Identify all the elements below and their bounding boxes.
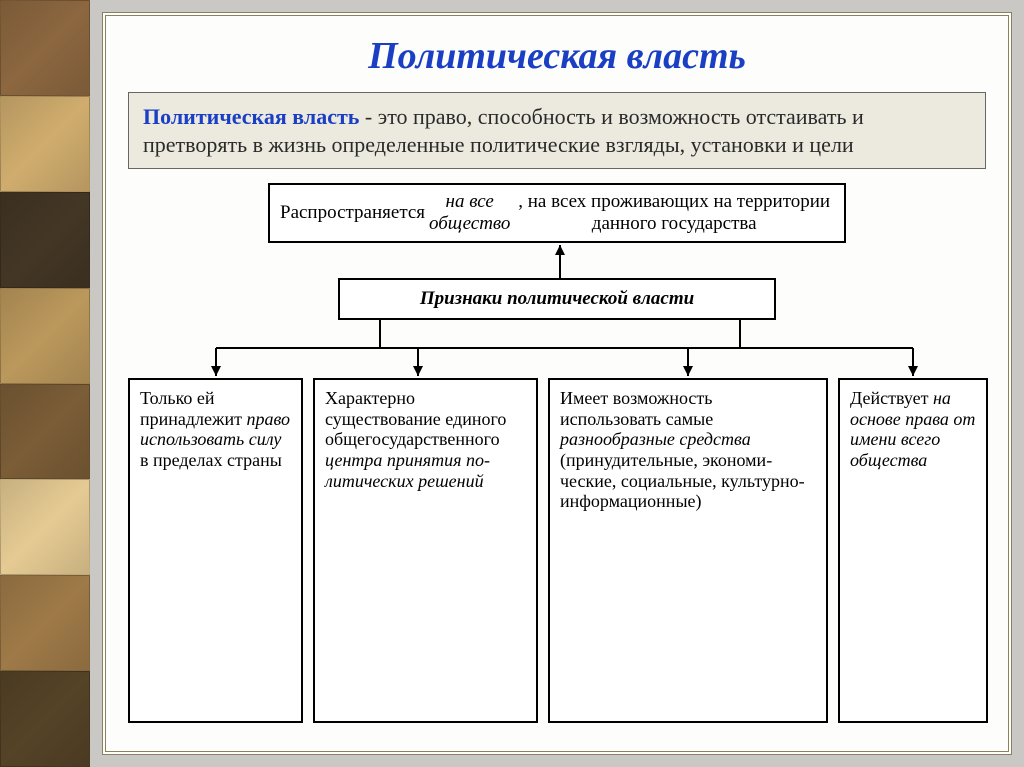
sidebar-tile — [0, 96, 90, 192]
diagram-leaf-box: Имеет возможность использовать самые раз… — [548, 378, 828, 723]
slide: Политическая власть Политическая власть … — [102, 12, 1012, 755]
definition-box: Политическая власть - это право, способн… — [128, 92, 986, 169]
definition-term: Политическая власть — [143, 104, 359, 129]
diagram-leaf-box: Действует на основе права от имени всего… — [838, 378, 988, 723]
diagram-leaf-box: Характерно существование единого обще­го… — [313, 378, 538, 723]
sidebar-tile — [0, 288, 90, 384]
sidebar-tile — [0, 384, 90, 480]
sidebar-tile — [0, 575, 90, 671]
diagram-mid-box: Признаки политической власти — [338, 278, 776, 320]
sidebar-tile — [0, 0, 90, 96]
diagram-leaf-box: Только ей принадле­жит право исполь­зо­в… — [128, 378, 303, 723]
slide-title: Политическая власть — [128, 34, 986, 78]
sidebar-tile — [0, 192, 90, 288]
slide-frame: Политическая власть Политическая власть … — [90, 0, 1024, 767]
sidebar-tile — [0, 671, 90, 767]
decorative-sidebar — [0, 0, 90, 767]
sidebar-tile — [0, 479, 90, 575]
diagram-top-box: Распространяется на все общество, на все… — [268, 183, 846, 243]
diagram: Распространяется на все общество, на все… — [128, 183, 986, 733]
